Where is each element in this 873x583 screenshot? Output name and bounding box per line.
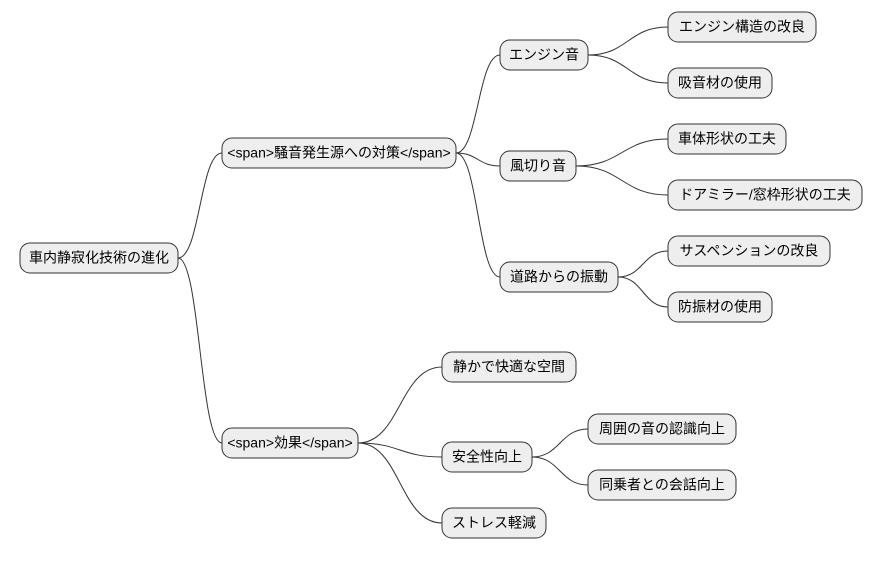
node-label: 車体形状の工夫	[678, 131, 776, 147]
edge	[618, 277, 668, 307]
edge	[358, 367, 442, 443]
node-label: 車内静寂化技術の進化	[29, 250, 169, 266]
mindmap-canvas: 車内静寂化技術の進化 <span>騒音発生源への対策</span> <span>効果…	[0, 0, 873, 583]
edge	[576, 166, 668, 195]
node-engine: エンジン音	[500, 40, 588, 70]
edge	[358, 443, 442, 523]
edge	[178, 258, 222, 443]
node-label: 周囲の音の認識向上	[599, 421, 725, 437]
node-road1: サスペンションの改良	[668, 236, 830, 266]
node-label: サスペンションの改良	[680, 243, 819, 259]
edge	[588, 55, 668, 83]
node-eff3: ストレス軽減	[442, 508, 546, 538]
node-label: 静かで快適な空間	[453, 359, 565, 375]
node-label: <span>騒音発生源への対策</span>	[227, 145, 450, 161]
node-safe2: 同乗者との会話向上	[588, 470, 736, 500]
edge	[456, 153, 500, 277]
node-cm: <span>騒音発生源への対策</span>	[222, 138, 456, 168]
node-wind2: ドアミラー/窓枠形状の工夫	[668, 180, 862, 210]
edge	[532, 429, 588, 457]
node-wind1: 車体形状の工夫	[668, 124, 786, 154]
edge	[358, 443, 442, 457]
edge	[588, 27, 668, 55]
edge	[618, 251, 668, 277]
node-label: 道路からの振動	[510, 269, 608, 285]
edge	[532, 457, 588, 485]
node-label: 安全性向上	[452, 449, 522, 465]
edge	[178, 153, 222, 258]
node-label: ストレス軽減	[452, 515, 536, 531]
node-wind: 風切り音	[500, 151, 576, 181]
edge	[576, 139, 668, 166]
node-eff2: 安全性向上	[442, 442, 532, 472]
node-label: 防振材の使用	[678, 299, 762, 315]
edge	[456, 153, 500, 166]
node-label: エンジン音	[509, 47, 579, 63]
node-label: 吸音材の使用	[678, 75, 762, 91]
node-eff: <span>効果</span>	[222, 428, 358, 458]
node-eng2: 吸音材の使用	[668, 68, 772, 98]
edge	[456, 55, 500, 153]
node-safe1: 周囲の音の認識向上	[588, 414, 736, 444]
node-label: <span>効果</span>	[227, 435, 352, 451]
node-eng1: エンジン構造の改良	[668, 12, 816, 42]
node-label: エンジン構造の改良	[679, 19, 805, 35]
node-label: 同乗者との会話向上	[599, 477, 725, 493]
node-road: 道路からの振動	[500, 262, 618, 292]
node-label: ドアミラー/窓枠形状の工夫	[679, 187, 851, 203]
node-road2: 防振材の使用	[668, 292, 772, 322]
node-eff1: 静かで快適な空間	[442, 352, 576, 382]
node-root: 車内静寂化技術の進化	[20, 243, 178, 273]
node-label: 風切り音	[510, 158, 566, 174]
